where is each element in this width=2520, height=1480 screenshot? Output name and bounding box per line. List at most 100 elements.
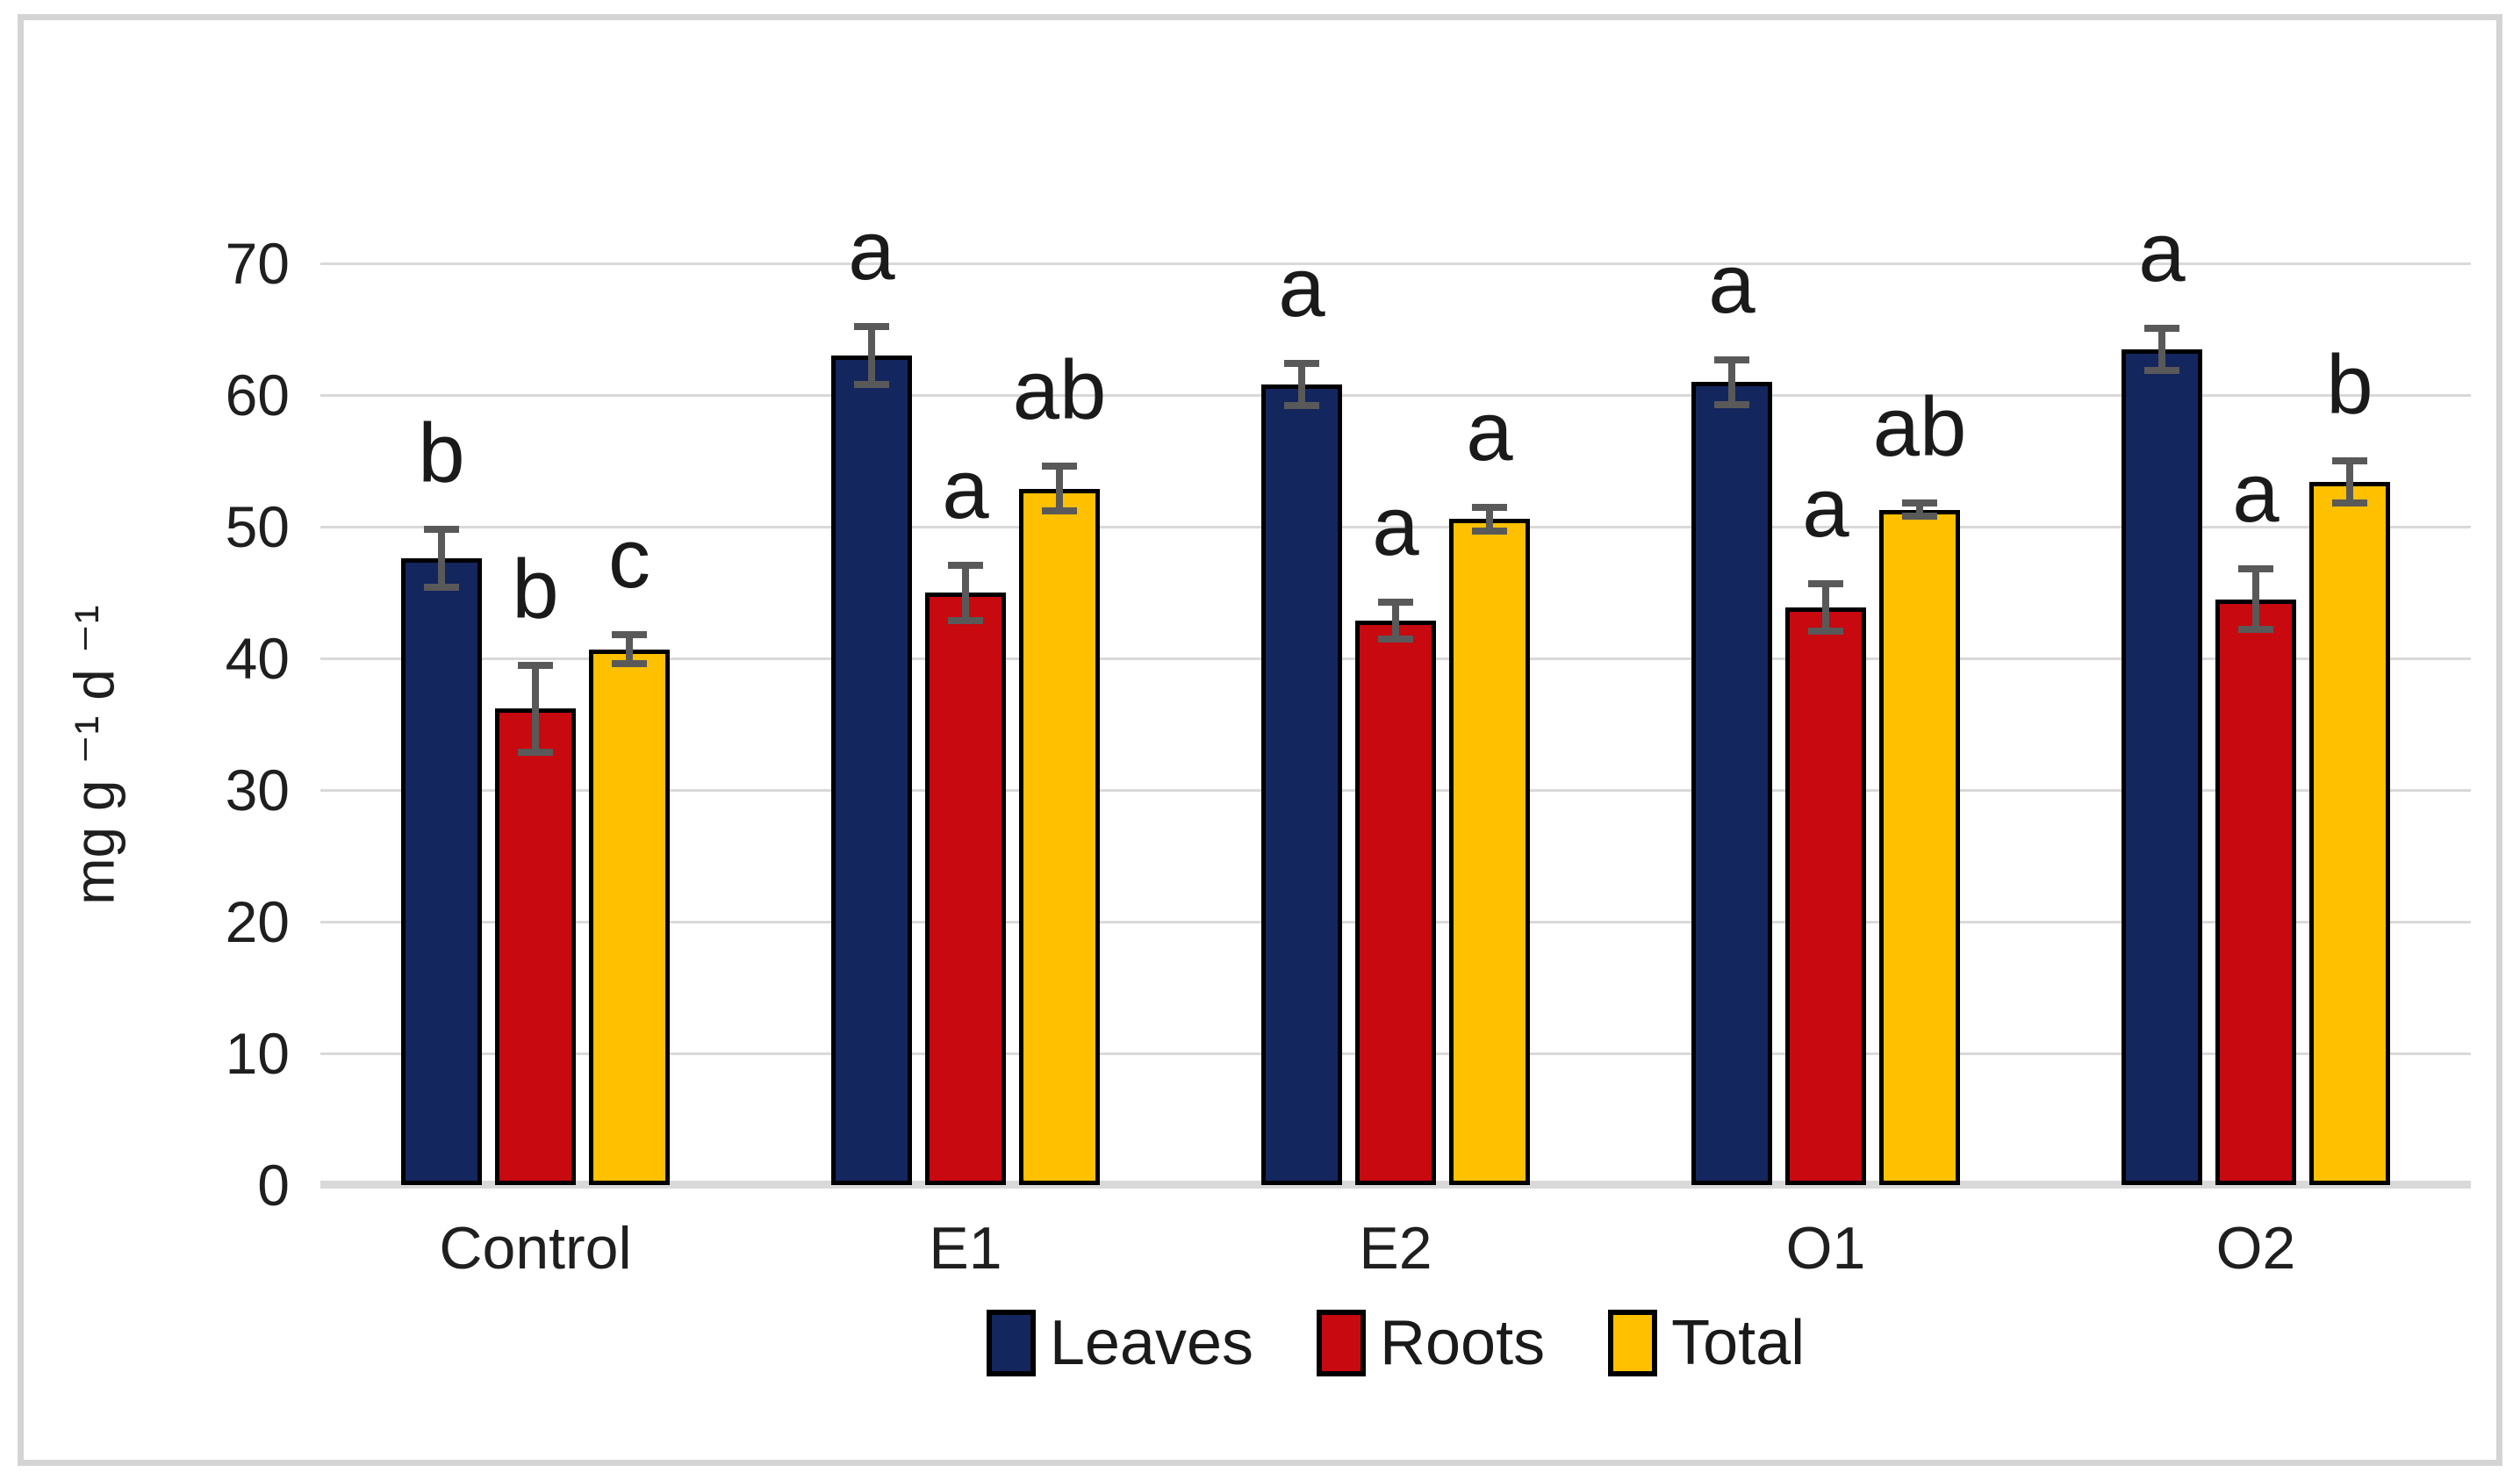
error-bar-total-control (626, 635, 633, 664)
x-tick-label-e1: E1 (929, 1215, 1002, 1282)
bar-leaves-e1 (831, 356, 912, 1185)
sig-letter-total-control: c (608, 512, 650, 606)
error-bar-leaves-o1 (1728, 359, 1735, 405)
legend-item-total: Total (1608, 1310, 1805, 1376)
error-bar-bottom-cap-roots-control (518, 748, 553, 756)
error-bar-top-cap-roots-e2 (1378, 598, 1413, 606)
x-tick-label-o1: O1 (1785, 1215, 1866, 1282)
error-bar-leaves-e1 (868, 327, 875, 384)
legend-swatch-roots (1316, 1310, 1366, 1376)
error-bar-roots-e2 (1392, 601, 1399, 639)
bar-leaves-o1 (1691, 382, 1772, 1185)
bar-leaves-control (401, 558, 482, 1185)
error-bar-top-cap-total-o1 (1902, 499, 1937, 507)
error-bar-top-cap-roots-e1 (948, 561, 983, 569)
gridline-70 (320, 262, 2471, 265)
gridline-60 (320, 393, 2471, 397)
y-tick-label-10: 10 (225, 1021, 290, 1086)
legend-label-total: Total (1671, 1308, 1806, 1378)
chart-border-frame (18, 14, 2502, 1466)
error-bar-top-cap-leaves-e1 (854, 323, 889, 330)
bar-total-control (589, 649, 670, 1185)
error-bar-top-cap-total-control (612, 631, 647, 638)
error-bar-top-cap-leaves-o2 (2144, 324, 2179, 332)
error-bar-bottom-cap-total-o1 (1902, 513, 1937, 520)
sig-letter-leaves-control: b (418, 406, 465, 500)
legend-item-roots: Roots (1316, 1308, 1546, 1378)
bar-roots-o2 (2215, 599, 2296, 1185)
legend-label-roots: Roots (1379, 1308, 1546, 1378)
error-bar-leaves-control (438, 529, 445, 587)
error-bar-leaves-o2 (2158, 327, 2165, 370)
error-bar-top-cap-roots-o1 (1808, 579, 1843, 587)
bar-leaves-e2 (1261, 384, 1342, 1185)
sig-letter-leaves-o1: a (1708, 236, 1755, 331)
error-bar-roots-control (532, 665, 539, 752)
error-bar-top-cap-leaves-o1 (1714, 356, 1749, 363)
y-tick-label-0: 0 (257, 1153, 290, 1218)
sig-letter-roots-e1: a (942, 442, 989, 536)
error-bar-bottom-cap-total-e2 (1472, 527, 1507, 535)
x-tick-label-o2: O2 (2215, 1215, 2296, 1282)
bar-total-e1 (1019, 488, 1100, 1185)
error-bar-bottom-cap-total-o2 (2332, 499, 2367, 507)
legend: Leaves Roots Total (320, 1310, 2471, 1376)
bar-leaves-o2 (2122, 348, 2202, 1185)
sig-letter-roots-control: b (512, 542, 559, 636)
error-bar-bottom-cap-leaves-o1 (1714, 400, 1749, 408)
error-bar-bottom-cap-leaves-control (424, 584, 459, 591)
legend-swatch-leaves (986, 1310, 1036, 1376)
sig-letter-roots-o1: a (1802, 460, 1849, 555)
error-bar-top-cap-total-e1 (1042, 463, 1077, 470)
error-bar-total-o2 (2346, 461, 2353, 503)
bar-total-o2 (2309, 482, 2390, 1185)
error-bar-bottom-cap-leaves-e2 (1284, 402, 1319, 409)
error-bar-bottom-cap-roots-e1 (948, 616, 983, 624)
gridline-50 (320, 525, 2471, 528)
sig-letter-total-o1: ab (1872, 380, 1967, 474)
y-tick-label-20: 20 (225, 889, 290, 954)
error-bar-top-cap-roots-control (518, 661, 553, 669)
sig-letter-leaves-e1: a (848, 204, 895, 298)
error-bar-top-cap-leaves-e2 (1284, 360, 1319, 367)
error-bar-top-cap-total-o2 (2332, 457, 2367, 464)
error-bar-roots-o1 (1822, 583, 1829, 631)
legend-label-leaves: Leaves (1049, 1308, 1253, 1378)
error-bar-roots-e1 (962, 564, 969, 621)
y-tick-label-30: 30 (225, 758, 290, 823)
bar-roots-e1 (925, 593, 1006, 1185)
error-bar-total-e1 (1056, 466, 1063, 511)
error-bar-total-o1 (1916, 503, 1923, 516)
error-bar-top-cap-roots-o2 (2238, 565, 2273, 572)
y-tick-label-60: 60 (225, 363, 290, 427)
y-tick-label-50: 50 (225, 494, 290, 559)
sig-letter-leaves-e2: a (1278, 241, 1325, 334)
sig-letter-roots-o2: a (2232, 446, 2279, 540)
legend-swatch-total (1608, 1310, 1658, 1376)
y-axis-tick-labels: 0 10 20 30 40 50 60 70 (105, 0, 290, 1214)
y-tick-label-70: 70 (225, 231, 290, 296)
error-bar-bottom-cap-roots-o1 (1808, 627, 1843, 635)
error-bar-top-cap-leaves-control (424, 526, 459, 533)
error-bar-bottom-cap-total-e1 (1042, 507, 1077, 514)
y-tick-label-40: 40 (225, 626, 290, 691)
bar-total-o1 (1879, 509, 1960, 1185)
legend-item-leaves: Leaves (986, 1308, 1253, 1378)
error-bar-bottom-cap-roots-e2 (1378, 635, 1413, 643)
error-bar-bottom-cap-leaves-e1 (854, 381, 889, 388)
plot-area: b a a a a b a a a a c ab a ab b (320, 0, 2471, 1189)
error-bar-total-e2 (1486, 507, 1493, 531)
sig-letter-leaves-o2: a (2138, 205, 2186, 299)
sig-letter-total-e1: ab (1012, 343, 1107, 437)
x-tick-label-control: Control (439, 1215, 632, 1282)
bar-roots-o1 (1785, 607, 1866, 1185)
error-bar-bottom-cap-roots-o2 (2238, 626, 2273, 633)
bar-total-e2 (1449, 519, 1530, 1185)
bar-roots-e2 (1355, 620, 1436, 1185)
error-bar-roots-o2 (2252, 569, 2259, 629)
sig-letter-roots-e2: a (1372, 478, 1419, 573)
error-bar-top-cap-total-e2 (1472, 503, 1507, 511)
error-bar-leaves-e2 (1298, 363, 1305, 406)
bar-roots-control (495, 708, 576, 1185)
